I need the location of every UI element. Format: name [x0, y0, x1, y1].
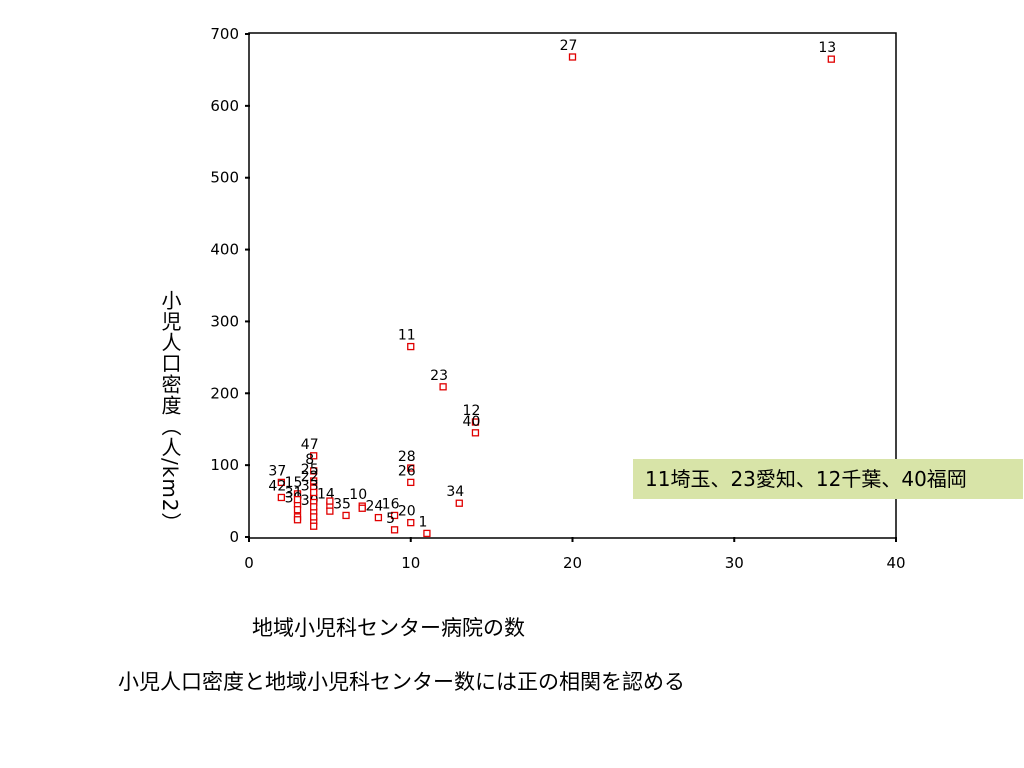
data-point: [407, 518, 415, 527]
point-label: 5: [386, 511, 395, 527]
y-tick-label: 0: [229, 528, 239, 546]
point-label: 15: [285, 475, 303, 491]
caption: 小児人口密度と地域小児科センター数には正の相関を認める: [118, 670, 685, 694]
data-point: [342, 511, 350, 520]
data-point: [358, 504, 366, 512]
point-label: 13: [818, 40, 836, 56]
callout-box: 11埼玉、23愛知、12千葉、40福岡: [633, 459, 1023, 499]
y-tick-label: 700: [210, 25, 239, 43]
data-point: [568, 53, 577, 61]
y-tick-label: 400: [210, 241, 239, 259]
plot-area: [248, 32, 897, 539]
point-label: 20: [398, 504, 416, 520]
y-tick-label: 600: [210, 97, 239, 115]
point-label: 37: [268, 463, 286, 479]
point-label: 24: [365, 499, 383, 515]
point-label: 1: [418, 514, 427, 530]
x-tick-label: 10: [401, 554, 420, 572]
data-point: [310, 467, 318, 475]
data-point: [407, 464, 415, 472]
data-point: [374, 513, 383, 522]
data-point: [827, 55, 835, 63]
point-label: 8: [305, 452, 314, 468]
data-point: [471, 418, 480, 426]
y-tick-label: 500: [210, 169, 239, 187]
data-point: [471, 429, 480, 437]
point-label: 26: [398, 463, 416, 479]
data-point: [310, 452, 318, 460]
point-label: 22: [301, 469, 319, 485]
point-label: 25: [301, 462, 319, 478]
data-point: [277, 493, 286, 502]
x-tick-label: 30: [725, 554, 744, 572]
data-point: [293, 495, 302, 504]
point-label: 40: [463, 414, 481, 430]
point-label: 35: [333, 496, 351, 512]
data-point: [293, 516, 302, 524]
data-point: [310, 503, 318, 511]
data-point: [407, 478, 415, 487]
data-point: [293, 506, 302, 514]
point-label: 28: [398, 449, 416, 465]
y-tick-label: 200: [210, 384, 239, 402]
point-label: 11: [398, 328, 416, 344]
point-label: 23: [430, 368, 448, 384]
data-point: [326, 497, 334, 505]
point-label: 42: [268, 478, 286, 494]
data-point: [310, 477, 318, 485]
y-tick-label: 100: [210, 456, 239, 474]
data-point: [455, 499, 463, 507]
data-point: [390, 526, 399, 534]
point-label: 34: [446, 484, 464, 500]
data-point: [407, 342, 415, 351]
data-point: [390, 511, 399, 520]
data-point: [310, 522, 318, 530]
point-label: 16: [382, 496, 400, 512]
x-axis-label: 地域小児科センター病院の数: [252, 616, 525, 640]
y-tick-label: 300: [210, 312, 239, 330]
y-axis-label: 小児人口密度（人/km2）: [158, 290, 182, 534]
data-point: [423, 529, 431, 538]
data-point: [310, 488, 318, 497]
data-point: [326, 507, 334, 515]
point-label: 47: [301, 437, 319, 453]
point-label: 27: [560, 38, 578, 54]
x-tick-label: 40: [886, 554, 905, 572]
x-tick-label: 20: [563, 554, 582, 572]
point-label: 10: [349, 487, 367, 503]
data-point: [310, 513, 318, 521]
x-axis: 0 10 20 30 40: [244, 537, 906, 572]
x-tick-label: 0: [244, 554, 254, 572]
point-label: 12: [463, 403, 481, 419]
data-point: [439, 383, 447, 391]
data-point: [277, 478, 286, 487]
y-axis: 0 100 200 300 400 500 600 700: [210, 25, 250, 546]
